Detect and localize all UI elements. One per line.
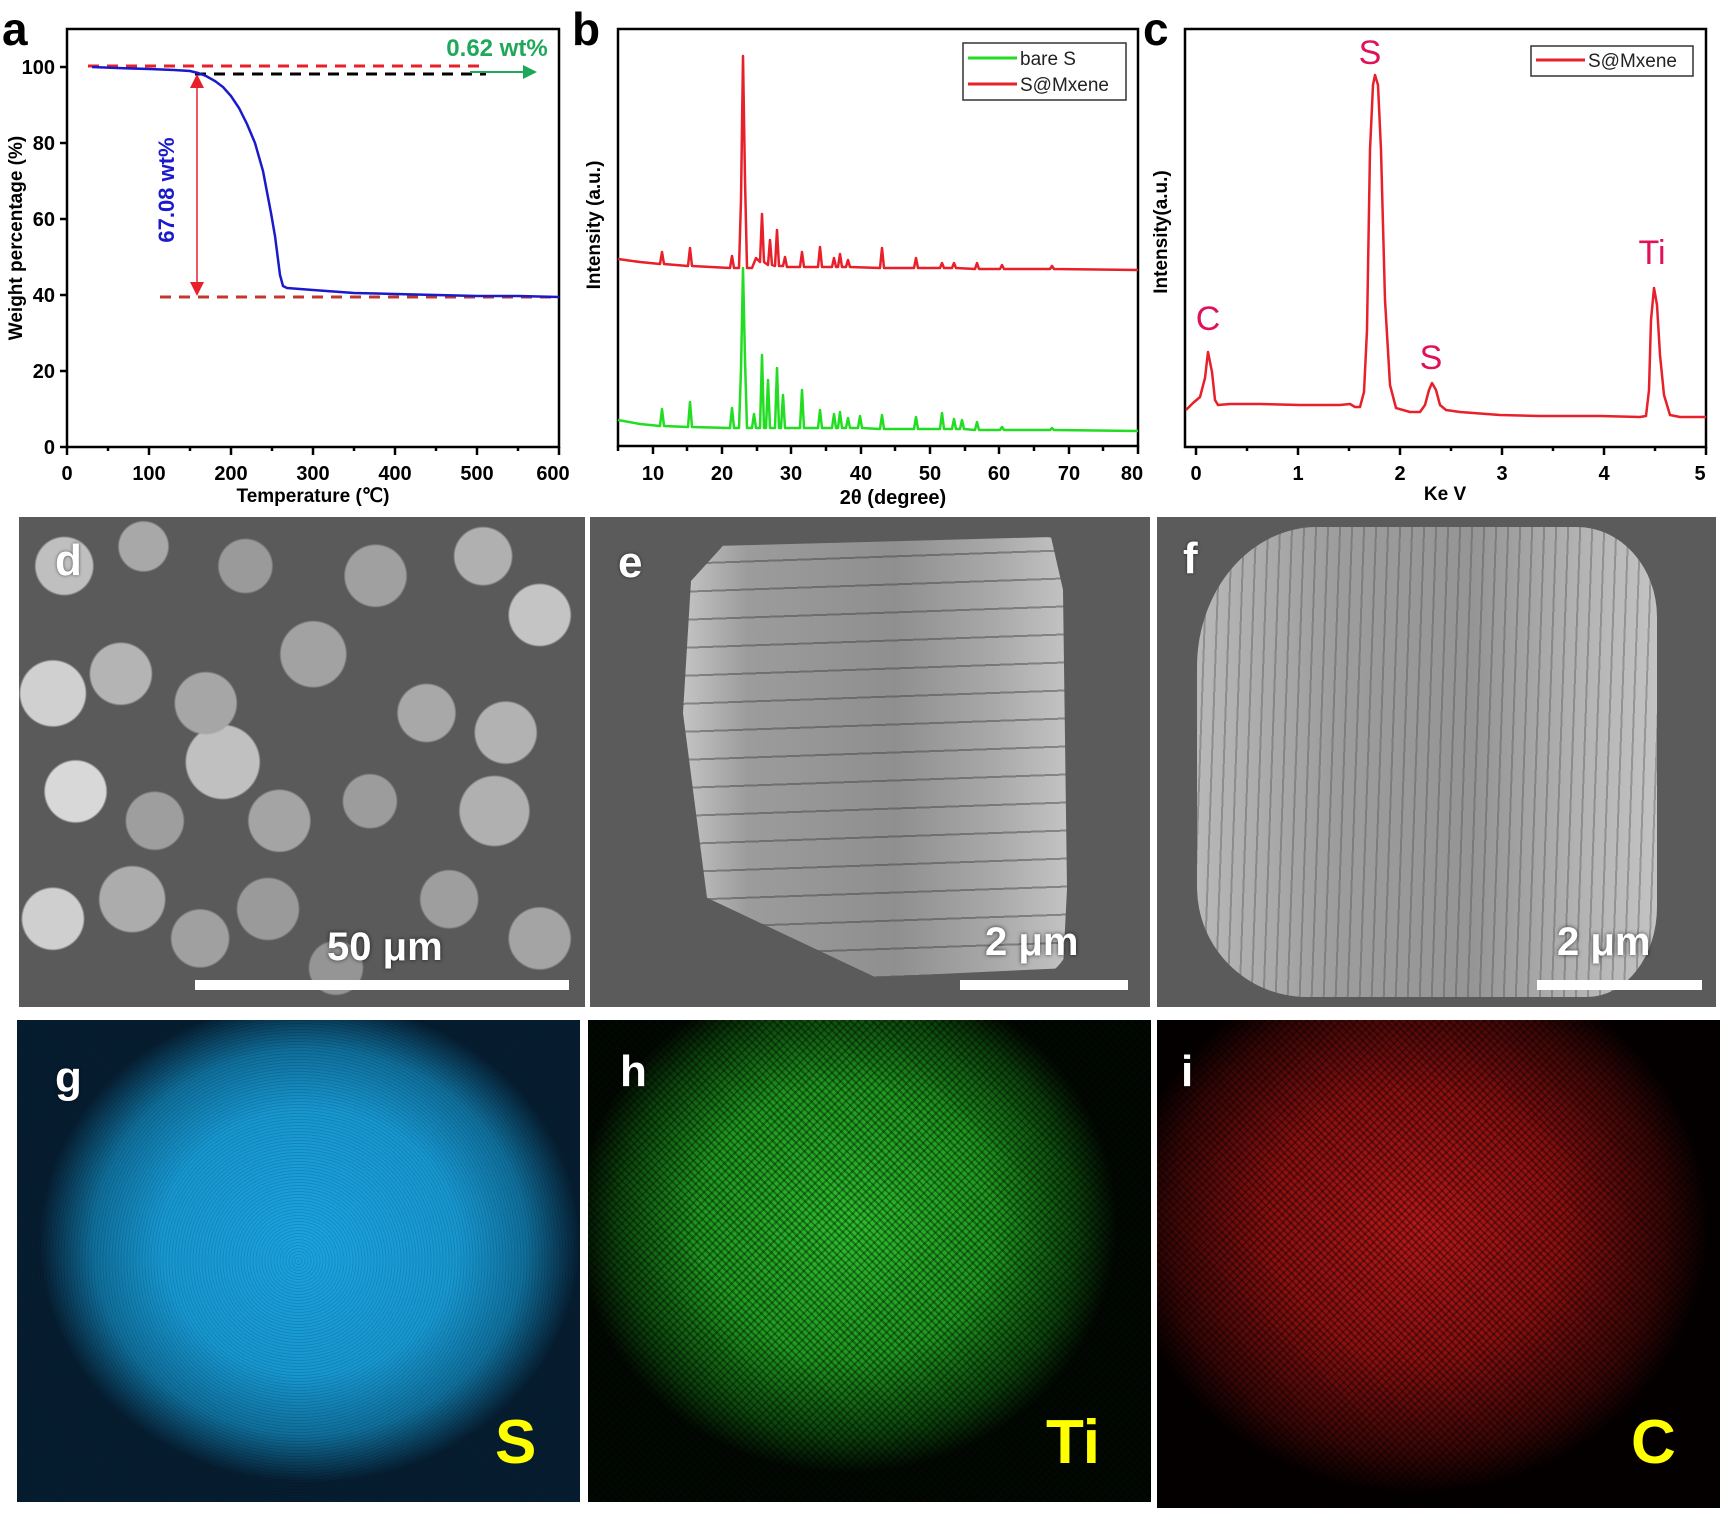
svg-text:80: 80	[1121, 463, 1143, 485]
xrd-chart: 10 20 30 40 50 60 70 80 2θ (degree) Inte…	[584, 27, 1143, 509]
svg-text:10: 10	[642, 463, 664, 485]
edx-legend: S@Mxene	[1530, 45, 1694, 77]
arrow-up-icon	[190, 74, 204, 88]
x-axis-label: Temperature (℃)	[237, 486, 390, 507]
scalebar-label-e: 2 μm	[985, 920, 1079, 964]
svg-text:0: 0	[1190, 463, 1201, 485]
sem-image-d: d 50 μm	[19, 517, 585, 1007]
plot-frame	[1183, 27, 1708, 449]
svg-text:40: 40	[33, 285, 55, 307]
x-ticks	[65, 447, 561, 455]
y-axis-label: Weight percentage (%)	[6, 136, 27, 340]
particle-f	[1197, 527, 1657, 997]
svg-text:80: 80	[33, 133, 55, 155]
svg-text:1: 1	[1292, 463, 1303, 485]
svg-text:70: 70	[1058, 463, 1080, 485]
panel-d-letter: d	[55, 536, 82, 585]
x-axis-label: Ke V	[1424, 484, 1467, 505]
svg-text:50: 50	[919, 463, 941, 485]
panel-g-letter: g	[55, 1053, 82, 1102]
eds-map-carbon: i C	[1157, 1020, 1720, 1508]
x-axis-label: 2θ (degree)	[840, 487, 946, 509]
scalebar-d	[195, 980, 569, 990]
x-tick-labels: 0 100 200 300 400 500 600	[61, 463, 569, 485]
scalebar-label-f: 2 μm	[1557, 920, 1651, 964]
y-axis-label: Intensity(a.u.)	[1151, 170, 1172, 294]
element-label-s: S	[495, 1408, 537, 1477]
edx-chart: 0 1 2 3 4 5 Ke V Intensity(a.u.) C S S T…	[1151, 27, 1708, 505]
svg-text:3: 3	[1496, 463, 1507, 485]
xrd-curve-s-mxene	[617, 54, 1139, 272]
panel-b-letter: b	[572, 3, 601, 55]
panel-h-letter: h	[620, 1047, 647, 1096]
scalebar-f	[1537, 980, 1702, 990]
y-ticks	[60, 65, 67, 449]
x-ticks	[616, 446, 1140, 454]
edx-curve	[1185, 73, 1706, 419]
svg-text:60: 60	[988, 463, 1010, 485]
panel-a-letter: a	[2, 3, 28, 55]
x-tick-labels: 0 1 2 3 4 5	[1190, 463, 1705, 485]
particle-e	[683, 537, 1067, 977]
svg-text:40: 40	[850, 463, 872, 485]
svg-text:60: 60	[33, 209, 55, 231]
y-axis-label: Intensity (a.u.)	[584, 161, 605, 290]
legend-label-s-mxene: S@Mxene	[1588, 51, 1677, 72]
sem-image-e: e 2 μm	[590, 517, 1150, 1007]
y-tick-labels: 0 20 40 60 80 100	[22, 57, 55, 459]
svg-text:600: 600	[536, 463, 569, 485]
svg-text:100: 100	[22, 57, 55, 79]
panel-f-letter: f	[1183, 534, 1198, 583]
plot-frame	[616, 27, 1140, 448]
panel-i-letter: i	[1181, 1047, 1194, 1096]
scalebar-e	[960, 980, 1128, 990]
scalebar-label-d: 50 μm	[327, 925, 443, 969]
peak-label-c: C	[1196, 300, 1221, 338]
svg-text:20: 20	[711, 463, 733, 485]
peak-labels: C S S Ti	[1196, 34, 1666, 377]
xrd-legend: bare S S@Mxene	[962, 42, 1127, 101]
residual-annotation: 0.62 wt%	[446, 35, 547, 62]
plot-frame	[65, 27, 561, 449]
arrow-down-icon	[190, 282, 204, 296]
svg-text:0: 0	[44, 437, 55, 459]
tga-chart: 0 20 40 60 80 100 0 100 200 300 400 500 …	[6, 27, 570, 507]
peak-label-ti: Ti	[1638, 234, 1665, 272]
arrow-right-icon	[523, 65, 537, 79]
svg-text:400: 400	[378, 463, 411, 485]
peak-label-s1: S	[1359, 34, 1382, 72]
svg-text:200: 200	[214, 463, 247, 485]
element-label-ti: Ti	[1046, 1408, 1100, 1477]
svg-text:20: 20	[33, 361, 55, 383]
element-label-c: C	[1631, 1408, 1676, 1477]
svg-text:4: 4	[1598, 463, 1610, 485]
svg-text:500: 500	[460, 463, 493, 485]
panel-c-letter: c	[1143, 3, 1169, 55]
x-ticks	[1194, 447, 1708, 455]
panel-e-letter: e	[618, 538, 643, 587]
loss-annotation: 67.08 wt%	[154, 137, 179, 242]
xrd-curve-bare-s	[617, 266, 1139, 433]
svg-text:300: 300	[296, 463, 329, 485]
svg-text:0: 0	[61, 463, 72, 485]
eds-map-titanium: h Ti	[588, 1020, 1151, 1502]
peak-label-s2: S	[1420, 339, 1443, 377]
legend-label-s-mxene: S@Mxene	[1020, 75, 1109, 96]
x-tick-labels: 10 20 30 40 50 60 70 80	[642, 463, 1143, 485]
svg-text:5: 5	[1694, 463, 1705, 485]
svg-text:30: 30	[780, 463, 802, 485]
sem-image-f: f 2 μm	[1157, 517, 1716, 1007]
tga-curve	[91, 65, 560, 299]
legend-label-bare-s: bare S	[1020, 49, 1076, 70]
svg-text:2: 2	[1394, 463, 1405, 485]
eds-map-sulfur: g S	[17, 1020, 580, 1502]
svg-text:100: 100	[132, 463, 165, 485]
